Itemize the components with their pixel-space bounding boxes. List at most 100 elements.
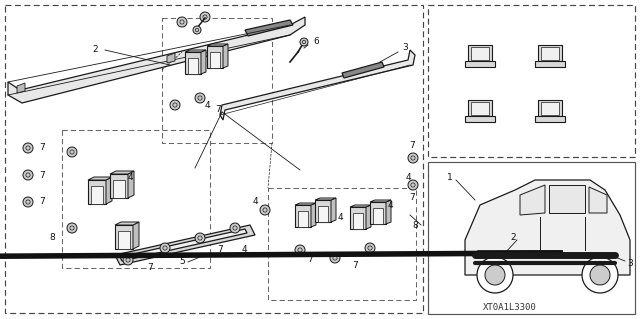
Circle shape [23,143,33,153]
Text: 7: 7 [215,106,221,115]
Polygon shape [541,47,559,60]
Polygon shape [110,171,134,174]
Circle shape [230,223,240,233]
Circle shape [193,26,201,34]
Text: 7: 7 [217,246,223,255]
Polygon shape [471,47,489,60]
Polygon shape [535,116,565,122]
Text: 4: 4 [241,246,247,255]
Polygon shape [471,102,489,115]
Circle shape [160,243,170,253]
Circle shape [300,38,308,46]
Polygon shape [370,202,386,224]
Polygon shape [223,44,228,68]
Circle shape [23,197,33,207]
Circle shape [67,147,77,157]
Text: 3: 3 [627,258,633,268]
Text: 4: 4 [337,213,343,222]
Polygon shape [185,50,206,52]
Polygon shape [520,185,545,215]
Circle shape [408,153,418,163]
Circle shape [330,253,340,263]
Circle shape [23,170,33,180]
Polygon shape [115,225,133,249]
Polygon shape [88,177,112,180]
Polygon shape [353,213,363,229]
Polygon shape [8,17,305,103]
Polygon shape [465,61,495,67]
Polygon shape [373,208,383,224]
Polygon shape [538,100,562,116]
Polygon shape [535,61,565,67]
Circle shape [170,100,180,110]
Polygon shape [541,102,559,115]
Text: 7: 7 [39,197,45,206]
Polygon shape [207,44,228,46]
Circle shape [590,265,610,285]
Polygon shape [295,203,316,205]
Polygon shape [318,206,328,222]
Polygon shape [465,116,495,122]
Polygon shape [110,174,128,198]
Polygon shape [350,205,371,207]
Text: 7: 7 [409,140,415,150]
Text: 3: 3 [402,43,408,53]
Text: 7: 7 [39,144,45,152]
Text: 7: 7 [147,263,153,272]
Polygon shape [113,180,125,198]
Polygon shape [167,53,175,63]
Text: 7: 7 [307,256,313,264]
Polygon shape [311,203,316,227]
Circle shape [195,93,205,103]
Text: 8: 8 [49,234,55,242]
Text: 6: 6 [313,38,319,47]
Polygon shape [201,50,206,74]
Polygon shape [120,229,247,261]
Polygon shape [549,185,585,213]
Text: 4: 4 [405,174,411,182]
Text: 1: 1 [447,174,453,182]
Polygon shape [133,222,139,249]
Circle shape [67,223,77,233]
Polygon shape [245,20,293,36]
Circle shape [582,257,618,293]
Polygon shape [366,205,371,229]
Circle shape [195,233,205,243]
Polygon shape [106,177,112,204]
Text: 7: 7 [409,194,415,203]
Circle shape [260,205,270,215]
Circle shape [485,265,505,285]
Text: XT0A1L3300: XT0A1L3300 [483,303,537,313]
Polygon shape [115,225,255,265]
Polygon shape [370,200,391,202]
Polygon shape [538,45,562,61]
Polygon shape [88,180,106,204]
Circle shape [477,257,513,293]
Circle shape [365,243,375,253]
Circle shape [408,180,418,190]
Polygon shape [298,211,308,227]
Polygon shape [315,198,336,200]
Polygon shape [386,200,391,224]
Polygon shape [331,198,336,222]
Polygon shape [465,180,630,275]
Text: 4: 4 [204,101,210,110]
Polygon shape [91,186,103,204]
Polygon shape [17,83,25,93]
Polygon shape [295,205,311,227]
Text: 5: 5 [179,257,185,266]
Text: 4: 4 [252,197,258,206]
Text: 4: 4 [127,174,133,182]
Text: 2: 2 [92,46,98,55]
Circle shape [123,255,133,265]
Polygon shape [188,58,198,74]
Text: 4: 4 [387,201,393,210]
Polygon shape [185,52,201,74]
Polygon shape [115,222,139,225]
Circle shape [295,245,305,255]
Polygon shape [118,231,130,249]
Text: 8: 8 [412,220,418,229]
Polygon shape [468,100,492,116]
Text: 7: 7 [39,170,45,180]
Polygon shape [207,46,223,68]
